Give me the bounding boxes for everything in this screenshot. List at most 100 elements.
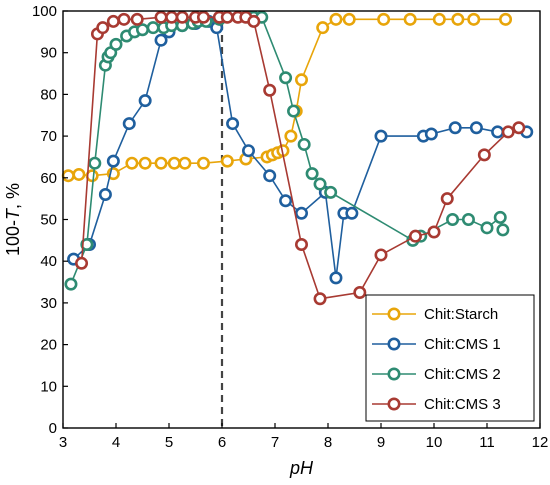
data-point-chit-cms-3 bbox=[154, 10, 168, 24]
data-point-chit-cms-3 bbox=[374, 248, 388, 262]
data-point-chit-cms-1 bbox=[154, 33, 168, 47]
data-point-chit-starch bbox=[154, 156, 168, 170]
data-point-chit-cms-3 bbox=[512, 121, 526, 135]
data-point-chit-cms-3 bbox=[353, 285, 367, 299]
data-point-chit-cms-3 bbox=[313, 292, 327, 306]
data-point-chit-cms-1 bbox=[263, 169, 277, 183]
legend-marker-chit-cms-3 bbox=[387, 397, 401, 411]
y-axis-title: 100-T, % bbox=[3, 183, 23, 256]
data-point-chit-cms-3 bbox=[408, 229, 422, 243]
data-point-chit-starch bbox=[167, 156, 181, 170]
series-chit-cms-3 bbox=[75, 10, 526, 306]
data-point-chit-cms-1 bbox=[122, 117, 136, 131]
y-tick-label: 0 bbox=[49, 420, 57, 437]
x-tick-label: 5 bbox=[165, 434, 173, 451]
data-point-chit-cms-3 bbox=[130, 12, 144, 26]
x-tick-label: 12 bbox=[532, 434, 549, 451]
data-point-chit-starch bbox=[284, 129, 298, 143]
x-axis-title: pH bbox=[289, 458, 314, 478]
data-point-chit-cms-3 bbox=[175, 10, 189, 24]
y-tick-label: 80 bbox=[40, 86, 57, 103]
data-point-chit-cms-1 bbox=[374, 129, 388, 143]
data-point-chit-starch bbox=[220, 154, 234, 168]
data-point-chit-starch bbox=[377, 12, 391, 26]
legend-label-chit-cms-3: Chit:CMS 3 bbox=[424, 396, 501, 413]
data-point-chit-cms-1 bbox=[138, 94, 152, 108]
series-chit-starch bbox=[61, 12, 513, 183]
data-point-chit-cms-1 bbox=[469, 121, 483, 135]
data-point-chit-cms-1 bbox=[106, 154, 120, 168]
y-tick-label: 40 bbox=[40, 253, 57, 270]
data-point-chit-starch bbox=[451, 12, 465, 26]
data-point-chit-starch bbox=[432, 12, 446, 26]
data-point-chit-cms-2 bbox=[496, 223, 510, 237]
y-tick-label: 10 bbox=[40, 378, 57, 395]
data-point-chit-cms-2 bbox=[446, 213, 460, 227]
data-point-chit-cms-3 bbox=[263, 83, 277, 97]
y-tick-label: 60 bbox=[40, 170, 57, 187]
data-point-chit-cms-3 bbox=[75, 256, 89, 270]
data-point-chit-cms-3 bbox=[501, 125, 515, 139]
legend-label-chit-starch: Chit:Starch bbox=[424, 306, 498, 323]
data-point-chit-cms-1 bbox=[242, 144, 256, 158]
legend: Chit:Starch Chit:CMS 1 Chit:CMS 2 Chit:CMS … bbox=[365, 294, 535, 422]
data-point-chit-cms-3 bbox=[196, 10, 210, 24]
legend-label-chit-cms-2: Chit:CMS 2 bbox=[424, 366, 501, 383]
data-point-chit-starch bbox=[125, 156, 139, 170]
data-point-chit-cms-3 bbox=[427, 225, 441, 239]
data-point-chit-cms-2 bbox=[305, 167, 319, 181]
data-point-chit-cms-2 bbox=[146, 21, 160, 35]
data-point-chit-cms-1 bbox=[98, 187, 112, 201]
y-tick-label: 50 bbox=[40, 212, 57, 229]
x-tick-label: 7 bbox=[271, 434, 279, 451]
data-point-chit-starch bbox=[403, 12, 417, 26]
data-point-chit-cms-2 bbox=[80, 238, 94, 252]
data-point-chit-starch bbox=[467, 12, 481, 26]
legend-marker-chit-cms-1 bbox=[387, 337, 401, 351]
data-point-chit-starch bbox=[294, 73, 308, 87]
data-point-chit-cms-1 bbox=[279, 194, 293, 208]
data-point-chit-starch bbox=[499, 12, 513, 26]
data-point-chit-cms-2 bbox=[324, 185, 338, 199]
data-point-chit-starch bbox=[196, 156, 210, 170]
data-point-chit-cms-2 bbox=[109, 37, 123, 51]
x-tick-label: 3 bbox=[59, 434, 67, 451]
data-point-chit-cms-2 bbox=[461, 213, 475, 227]
x-tick-label: 6 bbox=[218, 434, 226, 451]
data-point-chit-cms-3 bbox=[247, 14, 261, 28]
data-point-chit-cms-2 bbox=[297, 137, 311, 151]
axis-ticks: 3 4 5 6 7 8 9 10 11 12 0 10 20 30 40 50 60 70 80 90 100 bbox=[32, 3, 548, 451]
data-point-chit-cms-1 bbox=[448, 121, 462, 135]
series-layer bbox=[61, 10, 534, 306]
y-tick-label: 30 bbox=[40, 295, 57, 312]
data-point-chit-cms-3 bbox=[294, 238, 308, 252]
y-tick-label: 20 bbox=[40, 337, 57, 354]
data-point-chit-cms-2 bbox=[493, 210, 507, 224]
x-tick-label: 9 bbox=[377, 434, 385, 451]
data-point-chit-cms-3 bbox=[477, 148, 491, 162]
data-point-chit-starch bbox=[178, 156, 192, 170]
data-point-chit-cms-3 bbox=[117, 12, 131, 26]
data-point-chit-cms-1 bbox=[345, 206, 359, 220]
data-point-chit-cms-2 bbox=[136, 23, 150, 37]
data-point-chit-cms-3 bbox=[220, 10, 234, 24]
legend-label-chit-cms-1: Chit:CMS 1 bbox=[424, 336, 501, 353]
data-point-chit-cms-2 bbox=[88, 156, 102, 170]
y-tick-label: 90 bbox=[40, 45, 57, 62]
data-point-chit-starch bbox=[316, 21, 330, 35]
data-point-chit-cms-3 bbox=[165, 10, 179, 24]
data-point-chit-cms-2 bbox=[279, 71, 293, 85]
y-tick-label: 100 bbox=[32, 3, 57, 20]
data-point-chit-cms-1 bbox=[329, 271, 343, 285]
data-point-chit-cms-1 bbox=[294, 206, 308, 220]
data-point-chit-cms-2 bbox=[480, 221, 494, 235]
x-tick-label: 11 bbox=[479, 434, 495, 451]
x-tick-label: 4 bbox=[112, 434, 120, 451]
data-point-chit-starch bbox=[72, 167, 86, 181]
data-point-chit-starch bbox=[329, 12, 343, 26]
data-point-chit-cms-1 bbox=[424, 127, 438, 141]
data-point-chit-cms-2 bbox=[287, 104, 301, 118]
data-point-chit-cms-3 bbox=[96, 21, 110, 35]
data-point-chit-starch bbox=[138, 156, 152, 170]
